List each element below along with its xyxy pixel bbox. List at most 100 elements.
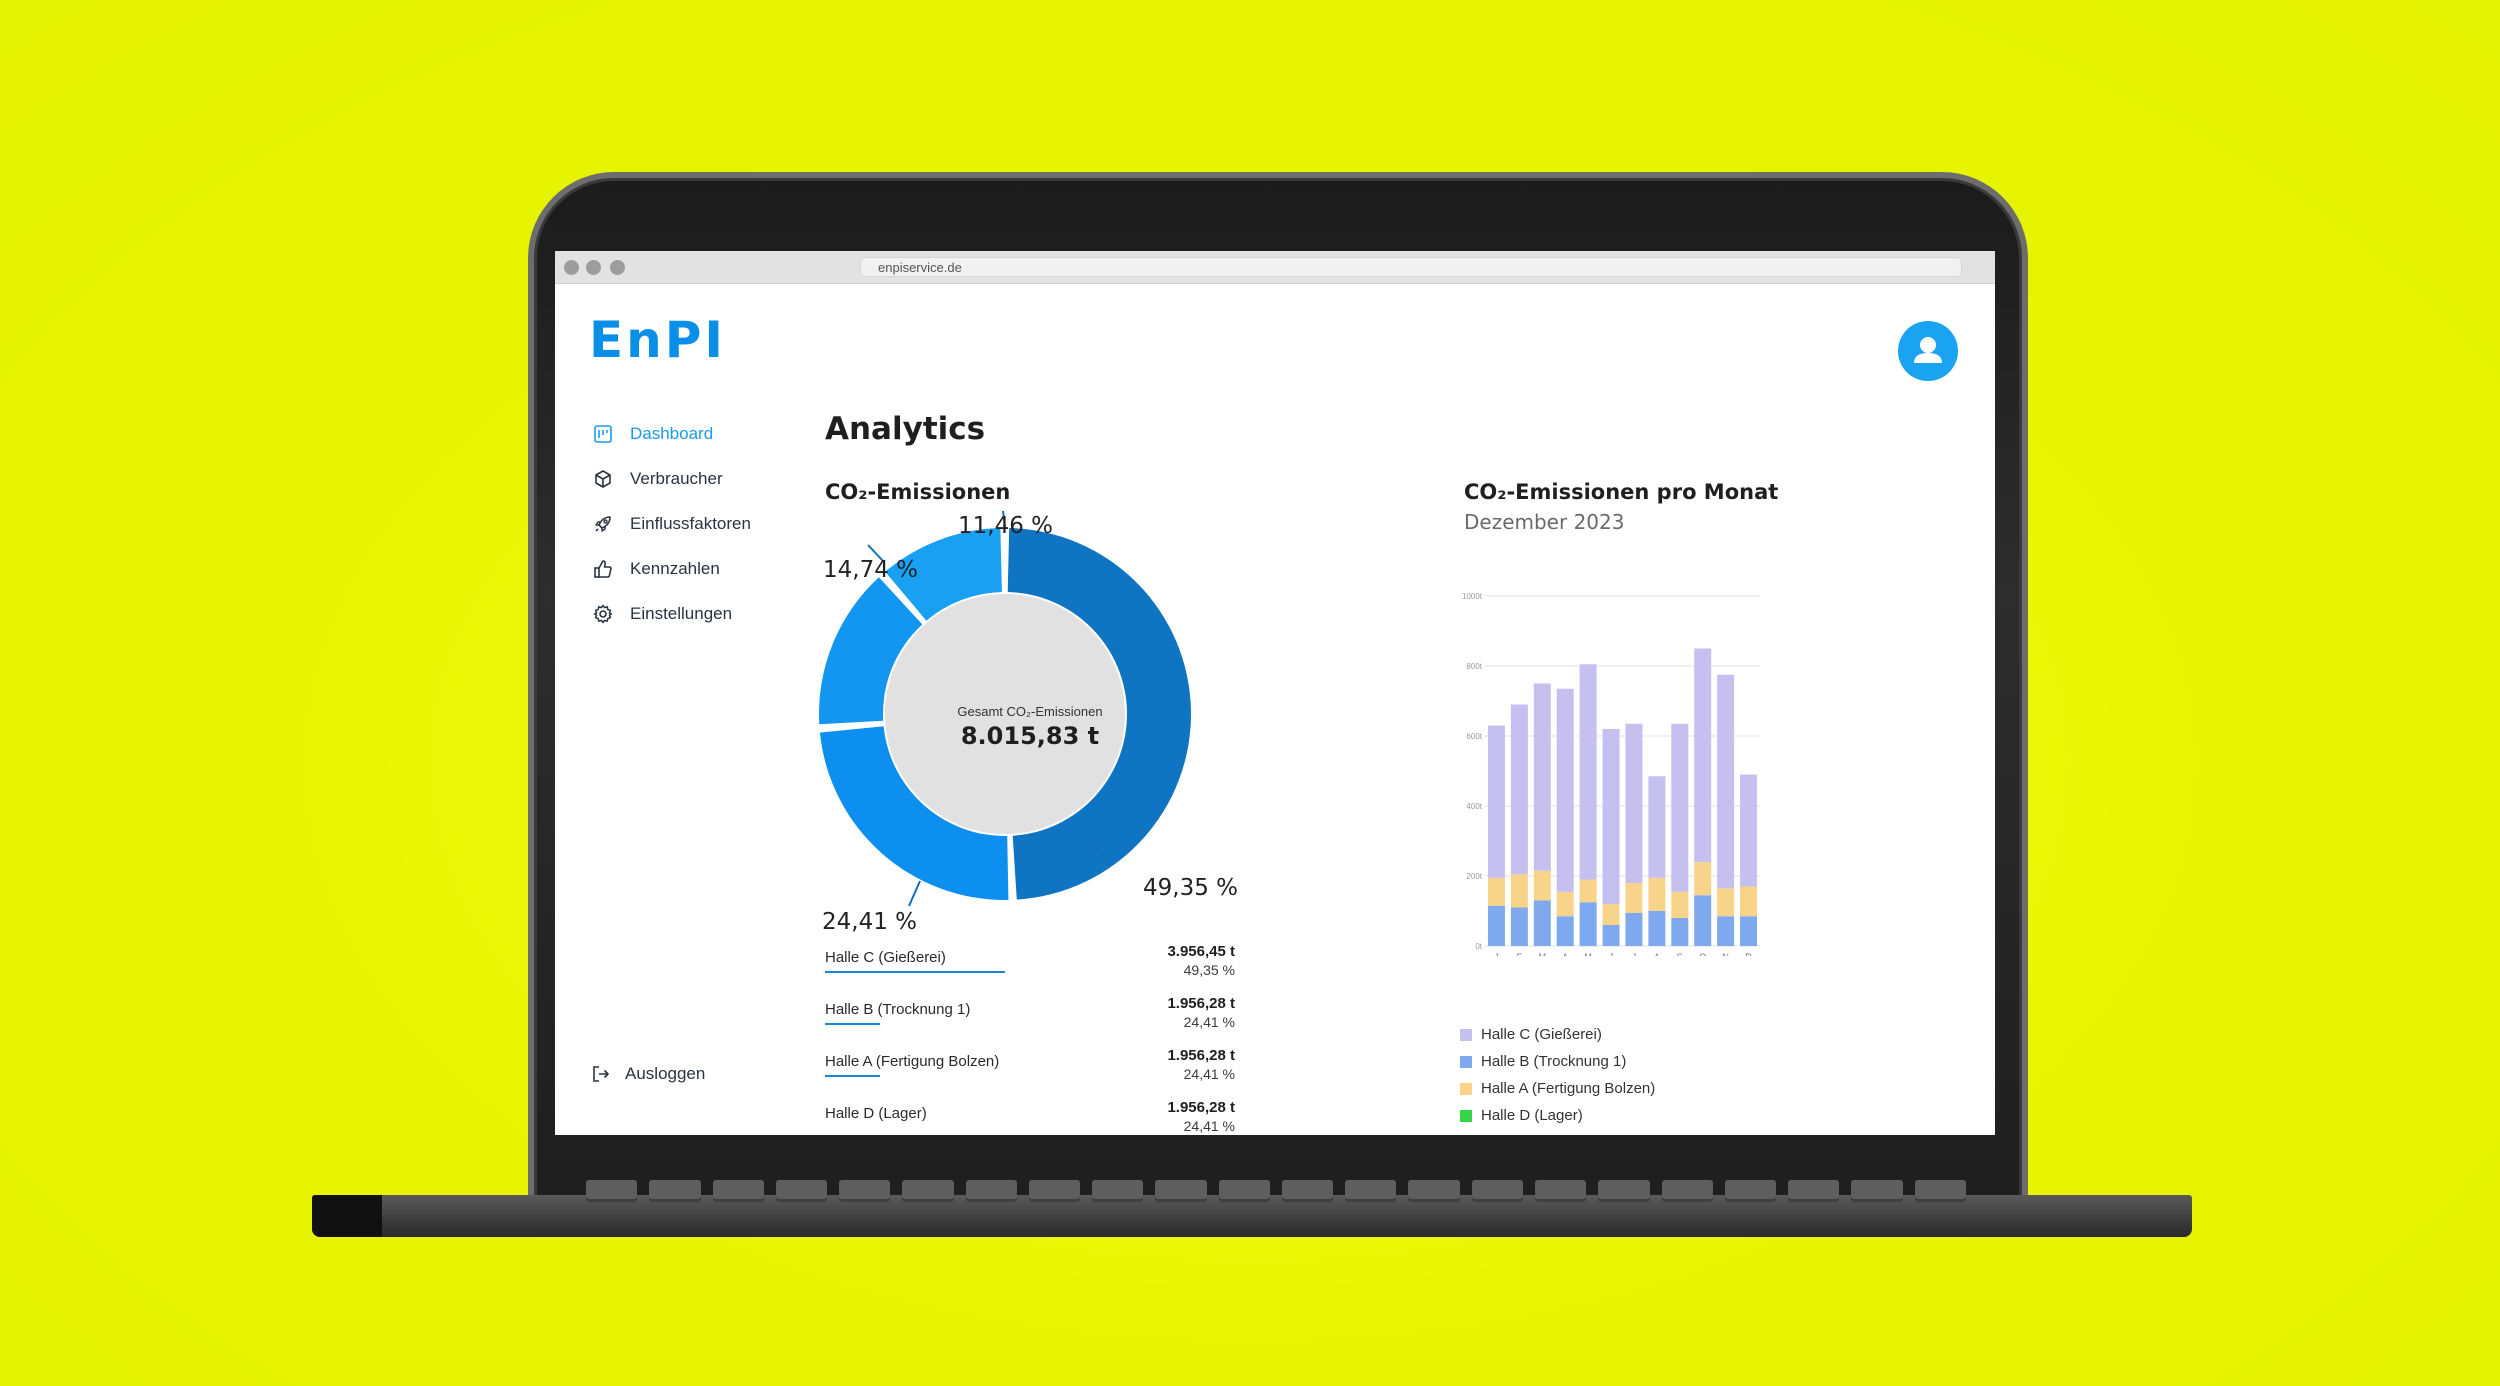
- list-item[interactable]: Halle B (Trocknung 1) 1.956,28 t 24,41 %: [825, 995, 1235, 1047]
- list-item-value: 1.956,28 t: [1167, 1099, 1235, 1116]
- x-tick-label: A: [1654, 952, 1660, 956]
- y-tick-label: 800t: [1466, 662, 1482, 671]
- x-tick-label: D: [1745, 952, 1752, 956]
- list-item-value: 3.956,45 t: [1167, 943, 1235, 960]
- logout-label: Ausloggen: [625, 1064, 706, 1083]
- legend-swatch: [1460, 1082, 1472, 1095]
- bar-segment[interactable]: [1556, 688, 1574, 892]
- bar-segment[interactable]: [1694, 862, 1712, 896]
- legend-label: Halle A (Fertigung Bolzen): [1481, 1080, 1656, 1097]
- bar-segment[interactable]: [1579, 902, 1597, 946]
- bar-segment[interactable]: [1579, 879, 1597, 903]
- app-logo[interactable]: EnPI: [589, 311, 726, 369]
- bar-segment[interactable]: [1556, 891, 1574, 917]
- list-item-underline: [825, 1023, 880, 1025]
- donut-slice-halle-b[interactable]: [819, 726, 1009, 900]
- y-tick-label: 400t: [1466, 802, 1482, 811]
- bar-segment[interactable]: [1671, 723, 1689, 892]
- sidebar-item-label: Einstellungen: [630, 603, 733, 623]
- dashboard-icon: [593, 424, 613, 444]
- bar-segment[interactable]: [1602, 925, 1620, 946]
- page-title: Analytics: [825, 411, 986, 447]
- logout-button[interactable]: Ausloggen: [591, 1064, 705, 1084]
- sidebar-item-kennzahlen[interactable]: Kennzahlen: [593, 546, 751, 591]
- bar-segment[interactable]: [1510, 704, 1528, 875]
- bar-segment[interactable]: [1648, 911, 1666, 946]
- bar-segment[interactable]: [1717, 916, 1735, 946]
- bar-segment[interactable]: [1648, 776, 1666, 878]
- address-bar[interactable]: enpiservice.de: [860, 257, 1962, 277]
- legend-item[interactable]: Halle C (Gießerei): [1460, 1021, 1655, 1048]
- list-item-underline: [825, 971, 1005, 973]
- donut-leader-line: [1089, 838, 1108, 862]
- bar-segment[interactable]: [1740, 916, 1758, 946]
- bar-segment[interactable]: [1602, 904, 1620, 925]
- sidebar-item-label: Einflussfaktoren: [630, 513, 751, 533]
- bar-segment[interactable]: [1740, 886, 1758, 917]
- bar-segment[interactable]: [1487, 725, 1505, 878]
- bar-segment[interactable]: [1740, 774, 1758, 887]
- sidebar-item-verbraucher[interactable]: Verbraucher: [593, 456, 751, 501]
- monthly-chart-subtitle: Dezember 2023: [1464, 510, 1625, 534]
- thumbs-up-icon: [593, 559, 613, 579]
- legend-label: Halle C (Gießerei): [1481, 1026, 1602, 1043]
- donut-slice-label-a: 14,74 %: [823, 557, 919, 583]
- window-minimize-dot[interactable]: [586, 260, 601, 275]
- bar-segment[interactable]: [1694, 648, 1712, 863]
- sidebar-item-label: Dashboard: [630, 423, 714, 443]
- bar-segment[interactable]: [1602, 729, 1620, 904]
- donut-slice-halle-a[interactable]: [819, 577, 923, 725]
- legend-item[interactable]: Halle A (Fertigung Bolzen): [1460, 1075, 1655, 1102]
- bar-segment[interactable]: [1625, 912, 1643, 946]
- legend-item[interactable]: Halle D (Lager): [1460, 1102, 1655, 1129]
- bar-segment[interactable]: [1556, 916, 1574, 946]
- user-avatar[interactable]: [1898, 321, 1958, 381]
- x-tick-label: F: [1517, 952, 1523, 956]
- bar-segment[interactable]: [1533, 683, 1551, 871]
- bar-segment[interactable]: [1487, 877, 1505, 906]
- bar-segment[interactable]: [1625, 883, 1643, 913]
- list-item-value: 1.956,28 t: [1167, 995, 1235, 1012]
- legend-label: Halle B (Trocknung 1): [1481, 1053, 1627, 1070]
- x-tick-label: M: [1539, 952, 1547, 956]
- donut-chart: [815, 501, 1235, 971]
- bar-segment[interactable]: [1625, 723, 1643, 883]
- bar-segment[interactable]: [1648, 877, 1666, 911]
- bar-segment[interactable]: [1694, 895, 1712, 946]
- sidebar-item-einstellungen[interactable]: Einstellungen: [593, 591, 751, 636]
- donut-leader-line: [908, 880, 921, 907]
- bar-segment[interactable]: [1487, 905, 1505, 946]
- x-tick-label: J: [1494, 952, 1499, 956]
- donut-slice-halle-d[interactable]: [885, 528, 1002, 621]
- bar-segment[interactable]: [1510, 874, 1528, 908]
- monthly-bar-chart: 0t 200t 400t 600t 800t 1000t J F M A M J J A S O N D: [1445, 586, 1785, 962]
- window-zoom-dot[interactable]: [610, 260, 625, 275]
- bar-segment[interactable]: [1510, 907, 1528, 947]
- monthly-chart-title: CO₂-Emissionen pro Monat: [1464, 480, 1779, 504]
- donut-svg: [819, 510, 1192, 907]
- donut-slice-label-d: 11,46 %: [958, 513, 1054, 539]
- bar-segment[interactable]: [1671, 918, 1689, 946]
- sidebar-item-einflussfaktoren[interactable]: Einflussfaktoren: [593, 501, 751, 546]
- bar-segment[interactable]: [1671, 891, 1689, 918]
- bar-segment[interactable]: [1717, 888, 1735, 917]
- donut-leader-line: [1002, 510, 1006, 528]
- list-item[interactable]: Halle C (Gießerei) 3.956,45 t 49,35 %: [825, 943, 1235, 995]
- app-screen: enpiservice.de EnPI Dashboard Verbrauche…: [555, 251, 1995, 1135]
- donut-center: [885, 594, 1125, 834]
- x-tick-label: O: [1699, 952, 1706, 956]
- window-close-dot[interactable]: [564, 260, 579, 275]
- bar-segment[interactable]: [1533, 900, 1551, 947]
- sidebar-item-dashboard[interactable]: Dashboard: [593, 411, 751, 456]
- sidebar-nav: Dashboard Verbraucher Einflussfaktoren K…: [593, 411, 751, 636]
- list-item[interactable]: Halle A (Fertigung Bolzen) 1.956,28 t 24…: [825, 1047, 1235, 1099]
- list-item-underline: [825, 1075, 880, 1077]
- bar-segment[interactable]: [1717, 674, 1735, 889]
- bar-chart-svg: 0t 200t 400t 600t 800t 1000t J F M A M J J A S O N D: [1462, 592, 1760, 962]
- bar-segment[interactable]: [1533, 870, 1551, 901]
- legend-item[interactable]: Halle B (Trocknung 1): [1460, 1048, 1655, 1075]
- legend-swatch: [1460, 1028, 1472, 1041]
- list-item[interactable]: Halle D (Lager) 1.956,28 t 24,41 %: [825, 1099, 1235, 1135]
- bar-segment[interactable]: [1579, 664, 1597, 880]
- donut-slice-halle-c[interactable]: [1007, 528, 1192, 900]
